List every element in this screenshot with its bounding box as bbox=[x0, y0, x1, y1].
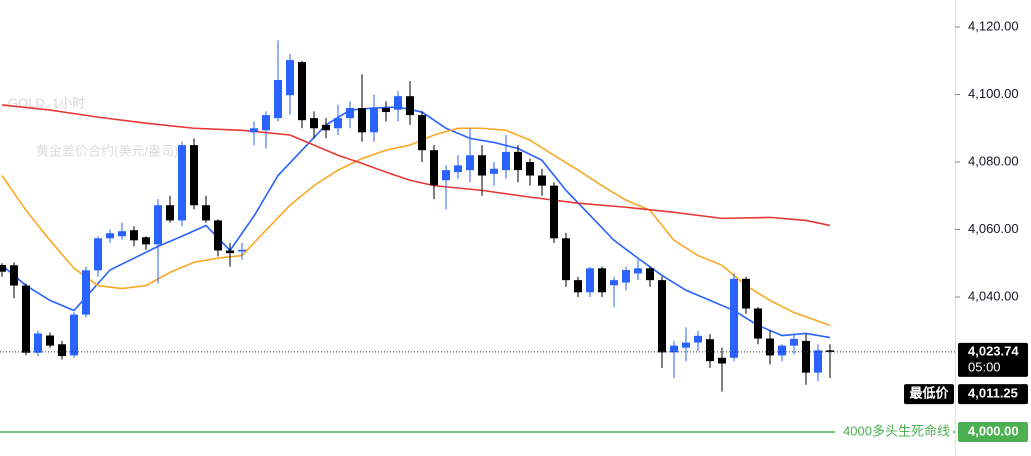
level-tag bbox=[958, 422, 1028, 443]
low-name: 最低价 bbox=[909, 386, 949, 401]
candle-body bbox=[550, 185, 558, 239]
candle-body bbox=[634, 268, 642, 274]
candle-body bbox=[418, 115, 426, 151]
candle-body bbox=[202, 205, 210, 221]
candle-body bbox=[538, 175, 546, 186]
candle-body bbox=[706, 339, 714, 362]
candle-body bbox=[370, 108, 378, 133]
candle-body bbox=[154, 205, 162, 245]
level-name-bg bbox=[835, 424, 953, 441]
candle-body bbox=[214, 220, 222, 251]
y-tick-label: 4,080.00 bbox=[968, 153, 1019, 168]
candle-body bbox=[226, 250, 234, 254]
candle-body bbox=[298, 62, 306, 121]
candle-body bbox=[58, 344, 66, 357]
candle-body bbox=[430, 150, 438, 186]
candle-body bbox=[562, 238, 570, 281]
candle-body bbox=[598, 268, 606, 293]
candle-body bbox=[106, 233, 114, 239]
low-name-tag bbox=[904, 384, 954, 405]
y-tick-label: 4,040.00 bbox=[968, 288, 1019, 303]
y-tick-label: 4,060.00 bbox=[968, 221, 1019, 236]
candle-body bbox=[502, 151, 510, 171]
last-price-tag bbox=[958, 342, 1028, 377]
candle-body bbox=[766, 338, 774, 356]
low-label: 4,011.25 bbox=[968, 386, 1018, 401]
candle-body bbox=[526, 162, 534, 176]
candle-body bbox=[322, 124, 330, 131]
candle-body bbox=[466, 155, 474, 171]
candle-body bbox=[274, 79, 282, 119]
candle-body bbox=[394, 96, 402, 110]
level-label: 4,000.00 bbox=[968, 423, 1019, 438]
candle-body bbox=[646, 268, 654, 281]
candle-body bbox=[334, 118, 342, 129]
candle-body bbox=[718, 357, 726, 364]
candle-body bbox=[730, 278, 738, 358]
candle-body bbox=[142, 237, 150, 245]
candle-body bbox=[778, 345, 786, 356]
watermark-subtitle: 黄金差价合约(美元/盎司) bbox=[36, 143, 178, 158]
candle-body bbox=[286, 60, 294, 96]
candle-body bbox=[238, 249, 246, 252]
candle-body bbox=[814, 350, 822, 373]
candle-body bbox=[382, 108, 390, 113]
candle-body bbox=[358, 108, 366, 133]
low-tag bbox=[958, 384, 1028, 405]
candle-body bbox=[514, 151, 522, 171]
candle-body bbox=[682, 342, 690, 348]
candle-body bbox=[82, 270, 90, 315]
watermark-title: GOLD, 1小时 bbox=[8, 95, 85, 110]
candle-body bbox=[694, 335, 702, 343]
candle-body bbox=[826, 350, 834, 352]
candle-body bbox=[70, 314, 78, 356]
last-price-label: 4,023.74 bbox=[968, 343, 1019, 358]
candle-body bbox=[94, 238, 102, 271]
candle-body bbox=[346, 108, 354, 119]
candle-body bbox=[658, 280, 666, 353]
candle-body bbox=[10, 265, 18, 286]
candle-body bbox=[478, 155, 486, 176]
moving-average bbox=[1, 104, 831, 227]
candle-body bbox=[622, 270, 630, 283]
candle-body bbox=[610, 280, 618, 286]
moving-average bbox=[1, 127, 831, 327]
candle-body bbox=[118, 231, 126, 237]
candle-body bbox=[574, 280, 582, 293]
candle-body bbox=[454, 165, 462, 173]
candle-body bbox=[742, 278, 750, 309]
candle-body bbox=[46, 335, 54, 346]
last-price-time: 05:00 bbox=[968, 359, 1001, 374]
candle-body bbox=[166, 205, 174, 221]
candle-body bbox=[754, 308, 762, 339]
candle-body bbox=[250, 128, 258, 133]
level-name: 4000多头生死命线 bbox=[843, 423, 950, 438]
candle-body bbox=[790, 338, 798, 346]
candle-body bbox=[490, 168, 498, 174]
candle-body bbox=[178, 145, 186, 221]
candle-body bbox=[586, 268, 594, 293]
candle-body bbox=[22, 285, 30, 353]
candle-body bbox=[130, 230, 138, 241]
y-tick-label: 4,120.00 bbox=[968, 18, 1019, 33]
candle-body bbox=[406, 96, 414, 116]
candle-body bbox=[442, 170, 450, 181]
candle-body bbox=[262, 115, 270, 131]
candle-body bbox=[670, 345, 678, 353]
y-tick-label: 4,100.00 bbox=[968, 86, 1019, 101]
candle-body bbox=[34, 333, 42, 353]
candle-body bbox=[802, 340, 810, 373]
candle-body bbox=[190, 145, 198, 206]
candle-body bbox=[0, 264, 6, 272]
moving-average bbox=[1, 106, 831, 339]
candle-body bbox=[310, 118, 318, 129]
